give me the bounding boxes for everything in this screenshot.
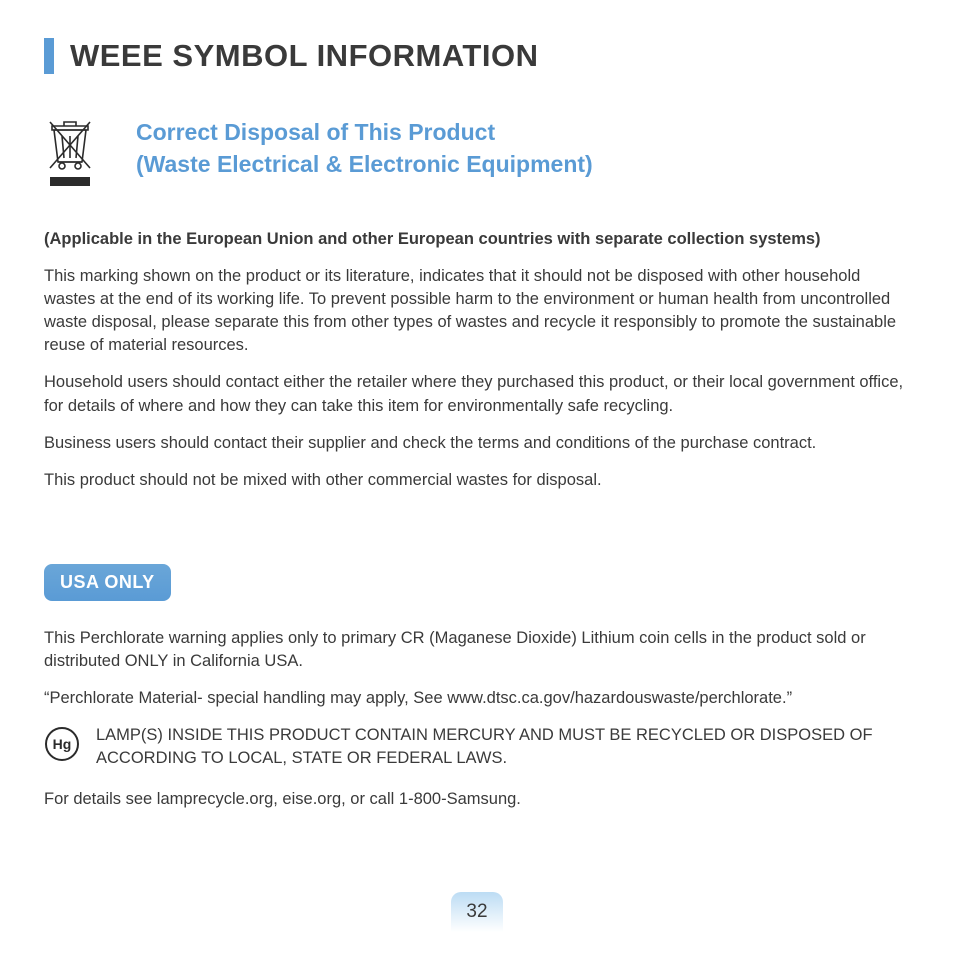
- mercury-text: LAMP(S) INSIDE THIS PRODUCT CONTAIN MERC…: [96, 724, 910, 770]
- paragraph-2: Household users should contact either th…: [44, 371, 910, 417]
- subtitle-line-1: Correct Disposal of This Product: [136, 116, 593, 148]
- usa-paragraph-3: For details see lamprecycle.org, eise.or…: [44, 788, 910, 811]
- paragraph-4: This product should not be mixed with ot…: [44, 469, 910, 492]
- page-title-row: WEEE SYMBOL INFORMATION: [44, 38, 910, 74]
- weee-icon-wrap: [48, 116, 102, 186]
- body-text: (Applicable in the European Union and ot…: [44, 228, 910, 811]
- weee-underline-bar: [50, 177, 90, 186]
- page-number-wrap: 32: [451, 892, 503, 932]
- title-accent-bar: [44, 38, 54, 74]
- subtitle: Correct Disposal of This Product (Waste …: [136, 116, 593, 180]
- mercury-row: Hg LAMP(S) INSIDE THIS PRODUCT CONTAIN M…: [44, 724, 910, 770]
- paragraph-1: This marking shown on the product or its…: [44, 265, 910, 357]
- usa-paragraph-1: This Perchlorate warning applies only to…: [44, 627, 910, 673]
- mercury-hg-icon: Hg: [44, 726, 80, 762]
- subtitle-line-2: (Waste Electrical & Electronic Equipment…: [136, 148, 593, 180]
- paragraph-3: Business users should contact their supp…: [44, 432, 910, 455]
- usa-only-badge: USA ONLY: [44, 564, 171, 601]
- subtitle-row: Correct Disposal of This Product (Waste …: [44, 116, 910, 186]
- weee-bin-icon: [48, 116, 102, 172]
- svg-text:Hg: Hg: [53, 736, 72, 752]
- page-title: WEEE SYMBOL INFORMATION: [70, 38, 538, 74]
- usa-paragraph-2: “Perchlorate Material- special handling …: [44, 687, 910, 710]
- applicable-note: (Applicable in the European Union and ot…: [44, 228, 910, 251]
- page-number: 32: [451, 892, 503, 932]
